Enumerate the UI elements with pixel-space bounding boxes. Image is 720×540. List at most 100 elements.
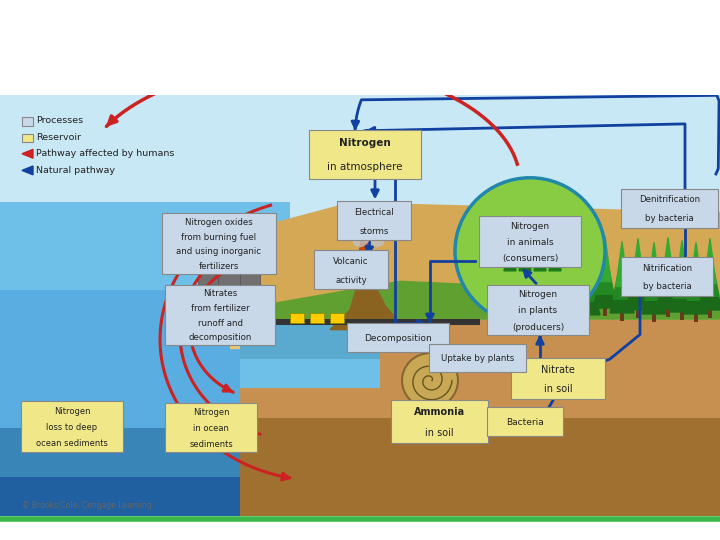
Bar [290, 313, 304, 323]
Bar [218, 256, 240, 325]
Text: Decomposition: Decomposition [364, 334, 432, 343]
FancyBboxPatch shape [621, 188, 718, 228]
Polygon shape [0, 428, 290, 487]
Polygon shape [534, 237, 546, 271]
Text: (producers): (producers) [512, 323, 564, 332]
FancyBboxPatch shape [511, 358, 605, 399]
Bar [680, 310, 684, 320]
Text: Nitrates: Nitrates [203, 289, 237, 298]
Polygon shape [626, 264, 650, 310]
Circle shape [247, 241, 257, 251]
Text: (consumers): (consumers) [502, 254, 558, 263]
Text: Nitrogen Cycle in a Terrestrial Ecosystem with: Nitrogen Cycle in a Terrestrial Ecosyste… [13, 26, 720, 55]
Circle shape [220, 225, 232, 237]
FancyBboxPatch shape [162, 213, 276, 274]
Bar [694, 312, 698, 322]
Bar [708, 308, 712, 318]
Text: Nitrogen: Nitrogen [510, 221, 549, 231]
Polygon shape [558, 266, 582, 312]
Text: Denitrification: Denitrification [639, 195, 700, 204]
Bar [636, 308, 640, 318]
Polygon shape [561, 252, 579, 298]
Bar [260, 319, 480, 325]
Polygon shape [690, 242, 702, 287]
Circle shape [205, 245, 215, 254]
Text: in plants: in plants [518, 307, 557, 315]
Polygon shape [676, 240, 688, 286]
Text: in animals: in animals [507, 238, 553, 247]
FancyBboxPatch shape [22, 134, 33, 143]
Polygon shape [22, 166, 33, 175]
Text: in soil: in soil [426, 428, 454, 438]
Text: runoff and: runoff and [197, 319, 243, 328]
Bar [201, 253, 205, 271]
Circle shape [242, 237, 254, 248]
Polygon shape [0, 202, 290, 291]
Polygon shape [22, 150, 33, 158]
Polygon shape [593, 262, 617, 308]
Bar [603, 306, 607, 316]
Text: Pathway affected by humans: Pathway affected by humans [36, 149, 174, 158]
Polygon shape [599, 237, 611, 281]
Polygon shape [357, 241, 373, 266]
Polygon shape [659, 249, 677, 295]
Circle shape [535, 246, 555, 266]
Polygon shape [662, 238, 674, 282]
Bar [198, 271, 218, 325]
Polygon shape [698, 264, 720, 310]
Text: Uptake by plants: Uptake by plants [441, 354, 514, 363]
Polygon shape [687, 254, 705, 300]
Polygon shape [240, 359, 380, 388]
Text: sediments: sediments [189, 440, 233, 449]
Polygon shape [240, 320, 380, 388]
Polygon shape [0, 476, 290, 516]
Polygon shape [613, 253, 631, 299]
FancyBboxPatch shape [165, 403, 257, 452]
Bar [208, 249, 212, 271]
Circle shape [348, 225, 362, 239]
FancyBboxPatch shape [337, 201, 411, 240]
Circle shape [225, 230, 235, 239]
FancyBboxPatch shape [22, 117, 33, 126]
Circle shape [528, 239, 542, 253]
Text: Bacteria: Bacteria [506, 418, 544, 427]
Polygon shape [596, 248, 614, 294]
Text: and using inorganic: and using inorganic [176, 247, 261, 256]
Bar [586, 313, 590, 323]
FancyBboxPatch shape [347, 323, 449, 352]
Polygon shape [610, 267, 634, 313]
FancyBboxPatch shape [391, 400, 488, 443]
Polygon shape [642, 268, 666, 314]
Text: by bacteria: by bacteria [645, 214, 694, 223]
Text: Nitrogen: Nitrogen [193, 408, 229, 417]
Text: activity: activity [335, 275, 367, 285]
FancyBboxPatch shape [487, 285, 589, 335]
Circle shape [240, 245, 250, 255]
Polygon shape [240, 320, 720, 437]
Text: Processes: Processes [36, 116, 83, 125]
Text: fertilizers: fertilizers [199, 262, 239, 271]
Polygon shape [648, 242, 660, 287]
Bar [310, 313, 324, 323]
Circle shape [249, 233, 261, 245]
Circle shape [402, 353, 458, 408]
Polygon shape [330, 261, 405, 329]
FancyBboxPatch shape [429, 345, 526, 372]
Polygon shape [582, 244, 594, 288]
Polygon shape [0, 94, 720, 516]
Circle shape [455, 178, 605, 325]
Circle shape [360, 224, 380, 244]
Circle shape [369, 232, 385, 247]
Bar [620, 311, 624, 321]
Text: Volcanic: Volcanic [333, 257, 369, 266]
Circle shape [218, 234, 228, 244]
Polygon shape [564, 240, 576, 286]
Bar [568, 310, 572, 320]
Polygon shape [260, 281, 720, 320]
Text: storms: storms [359, 227, 389, 235]
Text: Nitrate: Nitrate [541, 364, 575, 375]
Text: Electrical: Electrical [354, 208, 394, 217]
Text: by bacteria: by bacteria [643, 282, 691, 292]
Polygon shape [632, 239, 644, 284]
FancyBboxPatch shape [621, 257, 713, 296]
